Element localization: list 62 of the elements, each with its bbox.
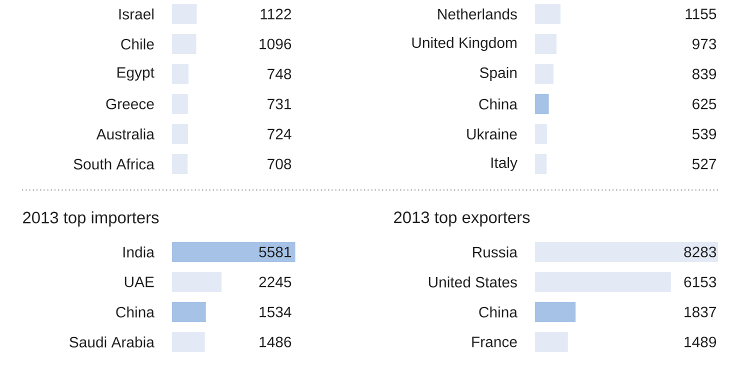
y-tick-label: Greece [106,98,154,110]
data-label: 5581 [259,246,292,258]
data-label: 539 [692,128,716,140]
y-tick-label: Netherlands [438,8,517,20]
y-tick-label: India [123,246,154,258]
bar [535,34,556,54]
y-tick-label: China [116,306,154,318]
y-tick-label: United States [428,276,517,288]
data-label: 1122 [260,8,292,20]
bar [172,332,205,352]
bar [535,272,671,292]
data-label: 1837 [684,306,716,318]
y-tick-label: Australia [96,128,154,140]
data-label: 8283 [684,246,716,258]
y-tick-label: Israel [119,8,154,20]
bar [535,94,549,114]
bar [535,242,718,262]
data-label: 1486 [260,336,292,348]
y-tick-label: Ukraine [467,128,517,140]
data-label: 708 [268,158,292,170]
bar [535,154,547,174]
data-label: 625 [692,98,716,110]
bar [172,4,197,24]
data-label: 1155 [686,8,716,20]
bar [172,34,196,54]
bar [172,64,189,84]
y-tick-label: Chile [121,38,154,50]
y-tick-label: Spain [480,67,517,81]
data-label: 1096 [260,38,292,50]
y-tick-label: China [479,98,518,110]
y-tick-label: United Kingdom [412,37,516,51]
bar [172,272,222,292]
bar [535,302,576,322]
data-label: 527 [692,158,716,170]
bar [535,332,568,352]
data-label: 1534 [260,306,292,318]
bar [535,4,561,24]
bar [172,94,188,114]
bar [172,154,188,174]
bar [535,64,554,84]
data-label: 731 [268,98,292,110]
y-tick-label: Russia [473,246,518,258]
y-tick-label: South Africa [74,158,154,170]
chart-title: 2013 top importers [23,211,159,227]
bar [535,124,547,144]
y-tick-label: France [472,336,517,348]
y-tick-label: China [479,306,518,318]
bar [172,242,296,262]
bar [172,124,188,144]
data-label: 839 [692,68,716,80]
y-tick-label: UAE [124,276,154,288]
data-label: 748 [268,68,292,80]
y-tick-label: Italy [491,157,518,171]
y-tick-label: Saudi Arabia [70,336,154,348]
data-label: 724 [268,128,292,140]
data-label: 2245 [259,276,292,288]
bar [172,302,206,322]
chart-title: 2013 top exporters [394,212,530,226]
data-label: 1489 [684,336,716,348]
data-label: 6153 [684,276,716,288]
data-label: 973 [692,38,716,50]
y-tick-label: Egypt [117,67,154,81]
